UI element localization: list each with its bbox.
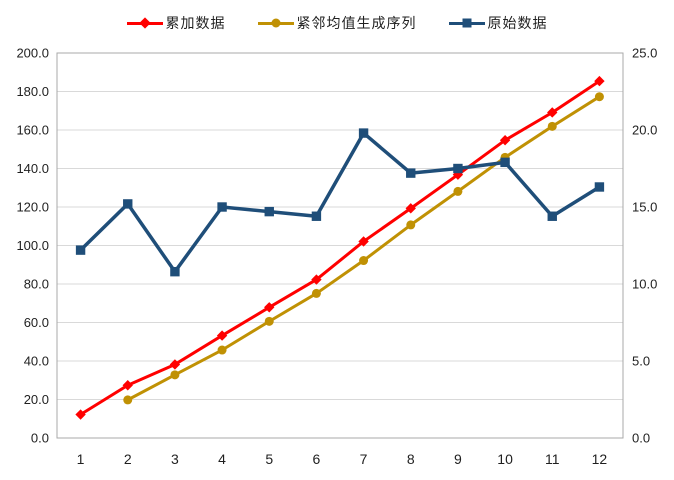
data-point-adjacent-mean-sequence <box>547 121 557 131</box>
data-point-original-data <box>123 199 133 209</box>
data-point-cumulative-data <box>264 302 275 313</box>
y-axis-left-tick-label: 40.0 <box>24 354 49 369</box>
x-axis-tick-label: 11 <box>545 451 560 467</box>
x-axis-tick-label: 5 <box>265 451 273 467</box>
legend-label-original-data: 原始数据 <box>487 15 548 31</box>
data-point-adjacent-mean-sequence <box>123 395 133 405</box>
x-axis-tick-label: 12 <box>592 451 608 467</box>
x-axis-tick-label: 8 <box>407 451 415 467</box>
y-axis-right-tick-label: 5.0 <box>632 354 650 369</box>
chart-legend: 累加数据 紧邻均值生成序列 原始数据 <box>0 13 674 33</box>
legend-item-adjacent-mean-sequence: 紧邻均值生成序列 <box>257 13 417 33</box>
y-axis-left-tick-label: 200.0 <box>16 46 49 61</box>
data-point-adjacent-mean-sequence <box>217 345 227 355</box>
data-point-adjacent-mean-sequence <box>264 316 274 326</box>
data-point-cumulative-data <box>169 359 181 370</box>
data-point-cumulative-data <box>75 409 86 420</box>
y-axis-right-tick-label: 20.0 <box>632 123 657 138</box>
data-point-cumulative-data <box>311 274 322 285</box>
y-axis-left-tick-label: 160.0 <box>16 123 49 138</box>
data-point-original-data <box>75 245 86 255</box>
data-point-original-data <box>453 163 463 174</box>
legend-gold-circle-icon <box>257 16 294 31</box>
y-axis-left-tick-label: 100.0 <box>16 238 49 253</box>
legend-label-cumulative-data: 累加数据 <box>165 15 226 31</box>
series-line-original-data <box>79 131 601 274</box>
data-point-cumulative-data <box>547 107 558 118</box>
legend-label-adjacent-mean-sequence: 紧邻均值生成序列 <box>296 15 417 31</box>
data-point-cumulative-data <box>358 236 369 247</box>
data-point-original-data <box>217 202 227 212</box>
data-point-adjacent-mean-sequence <box>359 256 369 266</box>
data-point-original-data <box>547 211 557 221</box>
data-point-original-data <box>406 168 416 178</box>
data-point-original-data <box>594 182 605 192</box>
data-point-adjacent-mean-sequence <box>170 370 180 380</box>
x-axis-tick-label: 1 <box>77 451 85 467</box>
data-point-adjacent-mean-sequence <box>453 186 463 196</box>
legend-red-diamond-icon <box>126 16 163 31</box>
y-axis-left-tick-label: 60.0 <box>24 315 49 330</box>
y-axis-right-tick-label: 10.0 <box>632 277 657 292</box>
y-axis-left-tick-label: 0.0 <box>31 431 49 446</box>
y-axis-right-tick-label: 25.0 <box>632 46 657 61</box>
legend-item-cumulative-data: 累加数据 <box>126 13 226 33</box>
data-point-original-data <box>264 206 274 217</box>
data-point-cumulative-data <box>405 203 416 214</box>
y-axis-left-tick-label: 20.0 <box>24 392 49 407</box>
y-axis-left-tick-label: 80.0 <box>24 277 49 292</box>
data-point-cumulative-data <box>216 330 228 341</box>
series-line-adjacent-mean-sequence <box>127 95 601 402</box>
legend-navy-square-icon <box>448 16 485 31</box>
data-point-adjacent-mean-sequence <box>594 92 604 102</box>
x-axis-tick-label: 9 <box>454 451 462 467</box>
x-axis-tick-label: 2 <box>124 451 132 467</box>
y-axis-left-tick-label: 180.0 <box>16 84 49 99</box>
x-axis-tick-label: 4 <box>218 451 226 467</box>
series-line-cumulative-data <box>79 79 601 416</box>
y-axis-left-tick-label: 120.0 <box>16 200 49 215</box>
y-axis-right-tick-label: 0.0 <box>632 431 650 446</box>
y-axis-right-tick-label: 15.0 <box>632 200 657 215</box>
data-point-cumulative-data <box>594 75 605 87</box>
data-point-cumulative-data <box>122 380 133 391</box>
data-point-original-data <box>358 128 369 138</box>
x-axis-tick-label: 7 <box>360 451 368 467</box>
x-axis-tick-label: 3 <box>171 451 179 467</box>
data-point-original-data <box>170 266 180 277</box>
x-axis-tick-label: 10 <box>497 451 513 467</box>
data-point-cumulative-data <box>499 135 511 146</box>
data-point-adjacent-mean-sequence <box>406 220 416 230</box>
x-axis-tick-label: 6 <box>313 451 321 467</box>
y-axis-left-tick-label: 140.0 <box>16 161 49 176</box>
plot-border <box>56 52 624 439</box>
data-point-adjacent-mean-sequence <box>311 288 321 298</box>
data-point-original-data <box>311 211 322 221</box>
legend-item-original-data: 原始数据 <box>448 13 548 33</box>
data-point-original-data <box>500 157 510 168</box>
